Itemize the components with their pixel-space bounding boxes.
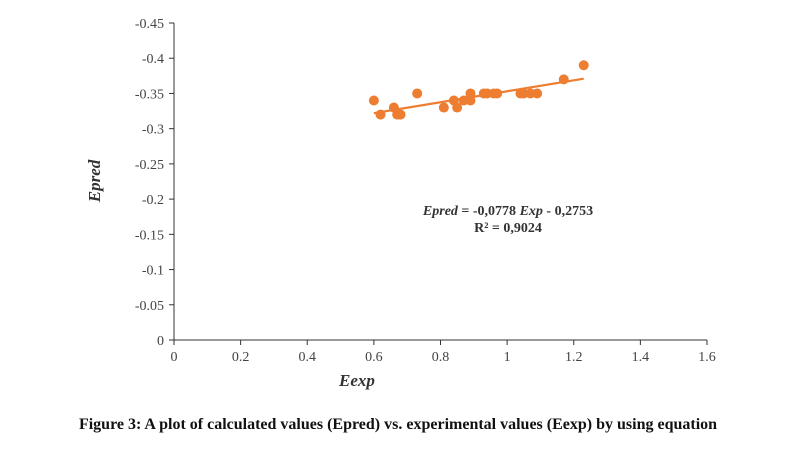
y-tick-label: 0 — [157, 334, 164, 349]
y-tick-label: -0.45 — [135, 17, 164, 32]
data-point — [412, 88, 423, 99]
y-tick-label: -0.35 — [135, 87, 164, 102]
x-tick-label: 1.6 — [698, 350, 716, 365]
x-tick-label: 0.2 — [232, 350, 250, 365]
data-point — [368, 95, 379, 106]
data-point — [438, 102, 449, 113]
data-points — [368, 60, 589, 120]
x-tick-label: 0.4 — [299, 350, 317, 365]
equation-end: - 0,2753 — [543, 204, 593, 219]
equation-epred: Epred — [422, 204, 459, 219]
y-axis-ticks: 0 -0.05 -0.1 -0.15 -0.2 -0.25 -0.3 -0.35 -0.4 -0.… — [135, 17, 174, 349]
data-point — [465, 95, 476, 106]
data-point — [578, 60, 589, 71]
y-tick-label: -0.15 — [135, 228, 164, 243]
data-point — [395, 109, 406, 120]
data-point — [452, 102, 463, 113]
x-tick-label: 1.4 — [632, 350, 650, 365]
y-tick-label: -0.25 — [135, 158, 164, 173]
y-tick-label: -0.4 — [142, 52, 164, 67]
data-point — [532, 88, 543, 99]
y-tick-label: -0.05 — [135, 299, 164, 314]
data-point — [375, 109, 386, 120]
x-tick-label: 0.6 — [365, 350, 383, 365]
data-point — [558, 74, 569, 85]
equation-exp: Exp — [519, 204, 543, 219]
data-point — [492, 88, 503, 99]
y-tick-label: -0.2 — [142, 193, 164, 208]
x-tick-label: 0.8 — [432, 350, 450, 365]
regression-equation: Epred = -0,0778 Exp - 0,2753 — [422, 204, 593, 219]
x-axis-title: Eexp — [338, 371, 375, 390]
data-point — [465, 88, 476, 99]
x-tick-label: 1.2 — [565, 350, 583, 365]
scatter-chart: 0 -0.05 -0.1 -0.15 -0.2 -0.25 -0.3 -0.35 -0.4 -0.… — [85, 17, 716, 390]
trendline — [373, 77, 584, 115]
equation-mid: = -0,0778 — [458, 204, 520, 219]
r-squared: R² = 0,9024 — [474, 221, 542, 236]
y-tick-label: -0.1 — [142, 264, 164, 279]
y-axis-title: Epred — [85, 159, 104, 203]
x-tick-label: 1 — [504, 350, 511, 365]
x-tick-label: 0 — [171, 350, 178, 365]
figure-caption: Figure 3: A plot of calculated values (E… — [78, 416, 718, 433]
x-axis-ticks: 0 0.2 0.4 0.6 0.8 1 1.2 1.4 1.6 — [171, 340, 716, 365]
y-tick-label: -0.3 — [142, 123, 164, 138]
